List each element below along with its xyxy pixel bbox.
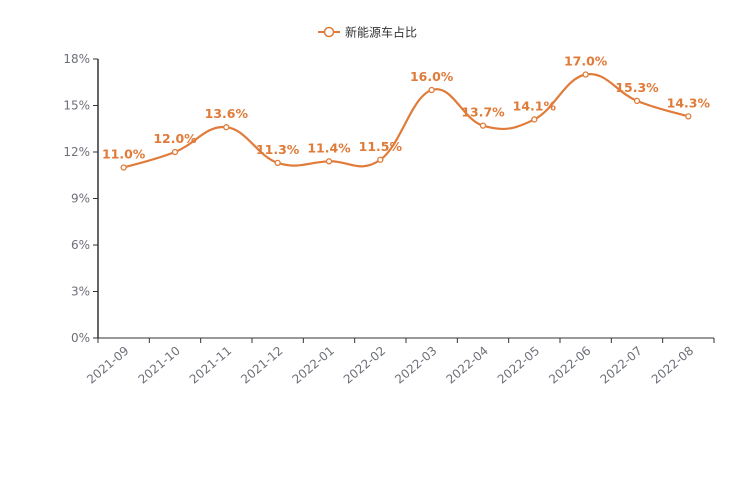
y-tick-label: 12%: [63, 145, 90, 159]
axes: 0%3%6%9%12%15%18%2021-09 2021-10 2021-11 20…: [63, 52, 715, 387]
x-tick-label: 2022-07: [598, 344, 645, 387]
x-tick-label: 2022-02: [341, 344, 388, 387]
x-tick-label: 2022-03: [392, 344, 439, 387]
x-tick-label: 2021-11: [187, 344, 234, 387]
x-tick-label: 2022-01: [290, 344, 337, 387]
data-label: 14.3%: [667, 95, 711, 110]
data-point[interactable]: [582, 71, 589, 78]
x-tick-label: 2022-04: [444, 344, 491, 387]
x-tick-label: 2022-06: [546, 344, 593, 387]
data-label: 11.3%: [256, 142, 300, 157]
y-tick-label: 6%: [71, 238, 90, 252]
data-point[interactable]: [685, 113, 692, 120]
data-point[interactable]: [120, 164, 127, 171]
data-label: 13.7%: [461, 105, 505, 120]
data-label: 14.1%: [513, 98, 557, 113]
data-point[interactable]: [223, 124, 230, 131]
data-point[interactable]: [633, 97, 641, 104]
y-tick-label: 15%: [63, 99, 90, 113]
data-label: 11.5%: [359, 139, 403, 154]
x-tick-label: 2022-05: [495, 344, 542, 387]
data-label: 12.0%: [153, 131, 197, 146]
x-tick-label: 2022-08: [649, 344, 696, 387]
legend[interactable]: 新能源车占比: [318, 25, 417, 40]
data-label: 11.0%: [102, 147, 146, 162]
legend-marker-icon[interactable]: [323, 26, 335, 38]
data-label: 16.0%: [410, 69, 454, 84]
data-point[interactable]: [325, 158, 333, 165]
data-point[interactable]: [531, 116, 538, 123]
y-tick-label: 18%: [63, 52, 90, 66]
plot-area: 11.0% 12.0% 13.6% 11.3% 11.4% 11.5% 16.0% 13.7%…: [102, 54, 711, 171]
x-tick-label: 2021-10: [136, 344, 183, 387]
data-point[interactable]: [274, 159, 281, 167]
x-tick-label: 2021-12: [238, 344, 285, 387]
x-tick-label: 2021-09: [84, 344, 131, 387]
y-tick-label: 3%: [71, 285, 90, 299]
y-tick-label: 9%: [71, 192, 90, 206]
data-label: 15.3%: [615, 80, 659, 95]
legend-label[interactable]: 新能源车占比: [345, 25, 417, 40]
data-label: 17.0%: [564, 54, 608, 69]
data-label: 11.4%: [307, 140, 351, 155]
data-point[interactable]: [171, 148, 179, 156]
series-line: [123, 73, 689, 169]
data-label: 13.6%: [205, 106, 249, 121]
data-point[interactable]: [377, 156, 384, 163]
data-point[interactable]: [428, 86, 435, 94]
data-point[interactable]: [479, 122, 487, 129]
y-tick-label: 0%: [71, 331, 90, 345]
